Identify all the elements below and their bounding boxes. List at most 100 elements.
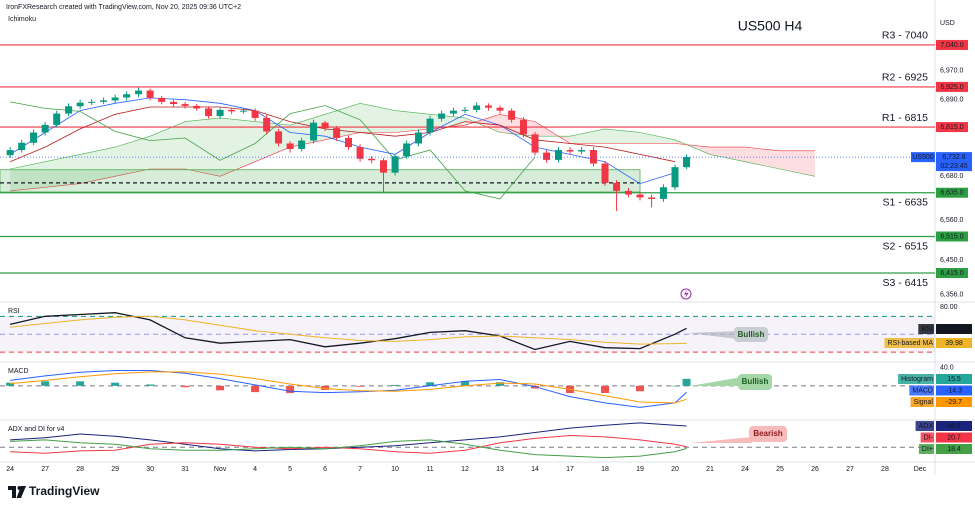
level-label: S1 - 6635 — [882, 197, 928, 209]
level-label: R3 - 7040 — [882, 30, 928, 42]
candle-body — [333, 128, 341, 138]
histogram-bar — [601, 385, 610, 394]
candle-body — [298, 140, 306, 149]
histogram-bar — [496, 382, 505, 386]
candle-body — [426, 118, 434, 133]
candle-body — [240, 110, 248, 112]
candle-body — [380, 160, 388, 173]
x-tick-label: Dec — [914, 466, 927, 473]
logo-mark — [8, 486, 16, 498]
x-tick-label: 30 — [146, 466, 154, 473]
value-tag-box — [936, 432, 972, 443]
candle-body — [6, 150, 14, 156]
x-tick-label: 10 — [391, 466, 399, 473]
candle-body — [636, 194, 644, 198]
adx-annotation: Bearish — [690, 426, 787, 443]
cloud-segment — [115, 136, 151, 177]
level-tag: 6,635.0 — [940, 190, 963, 197]
histogram-bar — [356, 385, 365, 387]
candle-body — [484, 105, 492, 108]
x-tick-label: 12 — [461, 466, 469, 473]
level-label: S3 - 6415 — [882, 277, 928, 289]
ichimoku-line — [10, 101, 536, 200]
histogram-bar — [251, 385, 260, 393]
candle-body — [508, 110, 516, 120]
histogram-bar — [461, 381, 470, 386]
level-tag: 6,815.0 — [940, 124, 963, 131]
annotation-text: Bullish — [742, 377, 769, 386]
indicator-line — [10, 371, 687, 404]
candle-body — [589, 150, 597, 164]
histogram-bar — [391, 384, 400, 386]
candle-body — [543, 152, 551, 160]
credit: IronFXResearch created with TradingView.… — [6, 4, 241, 11]
candle-body — [613, 182, 621, 191]
ichimoku-line — [9, 106, 676, 163]
x-tick-label: 24 — [6, 466, 14, 473]
pane-title: RSI — [8, 308, 20, 315]
histogram-bar — [76, 381, 85, 386]
name-tag-box — [915, 421, 934, 431]
histogram-bar — [216, 385, 225, 391]
level-tag: 7,040.0 — [940, 42, 963, 49]
candle-body — [356, 147, 364, 159]
cloud-segment — [640, 132, 676, 144]
y-tick-label: 6,560.0 — [940, 217, 963, 224]
indicator-line — [10, 434, 687, 454]
cloud-span-a — [10, 102, 816, 177]
rsi-annotation: Bullish — [688, 327, 768, 342]
name-tag-box — [884, 338, 934, 348]
value-tag: -29.7 — [946, 399, 962, 406]
candle-body — [519, 119, 527, 135]
indicator-line — [10, 315, 687, 345]
logo-mark — [16, 486, 26, 498]
candle-body — [310, 122, 318, 141]
name-tag: RSI — [921, 326, 933, 333]
y-tick-label: 80.00 — [940, 304, 958, 311]
cloud-segment — [605, 128, 641, 144]
x-tick-label: Nov — [214, 466, 227, 473]
value-tag: 56.63 — [945, 326, 963, 333]
footer-logo: TradingView — [8, 484, 100, 498]
x-tick-label: 26 — [811, 466, 819, 473]
pane-title: MACD — [8, 368, 29, 375]
candle-body — [18, 142, 26, 151]
annotation-arrow — [690, 377, 742, 386]
candle-body — [111, 97, 119, 101]
candle-body — [683, 156, 691, 168]
level-tag-box — [936, 231, 968, 242]
x-tick-label: 21 — [706, 466, 714, 473]
value-tag: 18.4 — [947, 446, 961, 453]
cloud-segment — [80, 147, 116, 184]
candle-body — [368, 158, 376, 161]
x-tick-label: 19 — [636, 466, 644, 473]
x-tick-label: 7 — [358, 466, 362, 473]
x-tick-label: 28 — [76, 466, 84, 473]
candle-body — [566, 150, 574, 152]
macd-annotation: Bullish — [690, 374, 772, 390]
candle-body — [531, 134, 539, 153]
histogram-bar — [181, 385, 190, 388]
name-tag: RSI-based MA — [887, 340, 933, 347]
cloud-segment — [360, 103, 396, 133]
level-label: R2 - 6925 — [882, 72, 928, 84]
cloud-segment — [185, 117, 221, 177]
x-tick-label: 14 — [531, 466, 539, 473]
name-tag: DI- — [924, 434, 934, 441]
ichimoku-line — [9, 97, 676, 185]
x-tick-label: 13 — [496, 466, 504, 473]
lightning-icon — [680, 288, 692, 300]
candle-body — [170, 101, 178, 105]
candle-body — [345, 138, 353, 148]
candle-body — [391, 156, 399, 173]
cloud-segment — [10, 161, 46, 191]
candle-body — [438, 113, 446, 119]
indicator-line — [9, 312, 687, 351]
candle-body — [205, 108, 213, 117]
annotation-box — [749, 426, 787, 442]
candle-body — [251, 110, 259, 118]
candle-body — [263, 117, 271, 132]
candle-body — [450, 110, 458, 114]
